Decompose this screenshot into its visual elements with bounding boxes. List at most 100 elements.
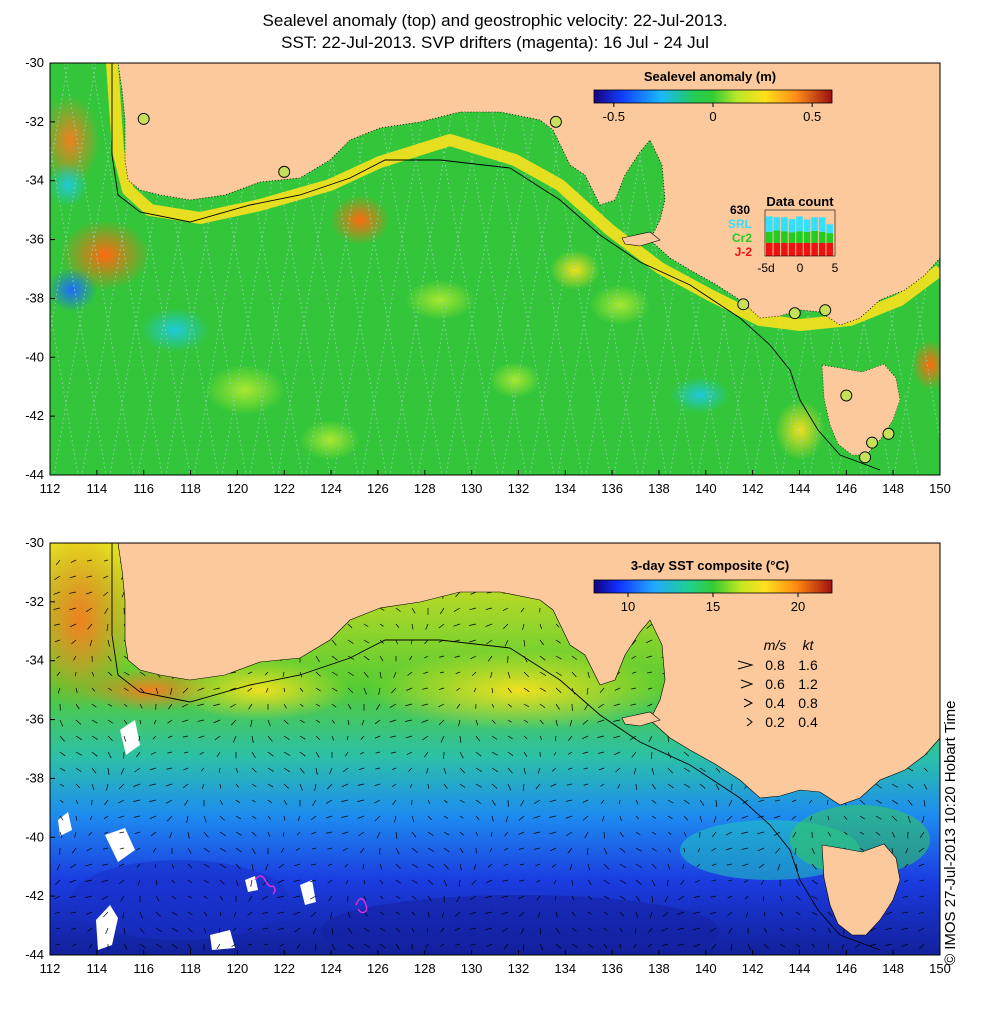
velocity-arrow [69, 607, 77, 611]
velocity-arrow [456, 703, 461, 709]
velocity-arrow [502, 927, 509, 933]
velocity-arrow [469, 607, 477, 611]
velocity-arrow [278, 863, 285, 869]
velocity-arrow [667, 799, 674, 804]
kangaroo-island [621, 231, 661, 247]
velocity-arrow [107, 671, 113, 676]
velocity-arrow [250, 879, 253, 887]
velocity-arrow [745, 895, 749, 900]
velocity-arrow [747, 943, 751, 951]
velocity-arrow [152, 847, 157, 853]
velocity-arrow [439, 671, 445, 674]
velocity-arrow [283, 799, 288, 806]
velocity-arrow [329, 767, 333, 775]
cloud-patch [120, 720, 140, 755]
velocity-arrow [475, 719, 479, 726]
velocity-arrow [72, 943, 77, 947]
velocity-arrow [491, 735, 498, 740]
velocity-arrow [507, 735, 513, 739]
sla-blob-positive [490, 362, 540, 398]
tasmania-land [821, 363, 901, 456]
velocity-arrow [394, 815, 397, 823]
velocity-arrow [677, 911, 685, 915]
velocity-arrow [811, 943, 815, 948]
velocity-arrow [919, 831, 925, 838]
velocity-arrow [617, 783, 621, 789]
sla-blob-positive [550, 250, 600, 290]
velocity-arrow [135, 847, 141, 851]
velocity-arrow [565, 831, 573, 837]
velocity-arrow [171, 863, 175, 869]
velocity-arrow [411, 847, 418, 853]
velocity-arrow [491, 751, 498, 756]
velocity-arrow [859, 799, 865, 805]
velocity-arrow [869, 943, 877, 947]
velocity-arrow [119, 847, 125, 850]
velocity-arrow [918, 847, 925, 853]
sst-warm-region [50, 543, 135, 710]
velocity-arrow [229, 703, 237, 708]
velocity-arrow [760, 879, 765, 886]
velocity-arrow [443, 863, 449, 870]
velocity-arrow [395, 639, 398, 645]
velocity-arrow [709, 927, 717, 932]
velocity-arrow [327, 879, 333, 884]
velocity-arrow [69, 591, 77, 594]
velocity-arrow [601, 815, 605, 822]
velocity-arrow [501, 911, 509, 915]
velocity-arrow [341, 831, 349, 835]
velocity-arrow [59, 783, 65, 787]
velocity-arrow [91, 767, 97, 774]
x-tick-label: 136 [601, 481, 623, 496]
tide-gauge-marker [549, 115, 562, 128]
velocity-arrow [169, 831, 173, 839]
velocity-arrow [293, 879, 301, 882]
velocity-arrow [491, 799, 496, 806]
velocity-legend-arrow [740, 679, 754, 689]
velocity-arrow [315, 719, 320, 723]
sst-colorbar-ticks: 10 15 20 [621, 593, 805, 614]
velocity-arrow [293, 911, 301, 915]
velocity-arrow [469, 895, 477, 901]
velocity-arrow [360, 751, 365, 755]
velocity-arrow [181, 703, 189, 708]
velocity-arrow [470, 591, 477, 595]
x-tick-label: 148 [882, 961, 904, 976]
velocity-arrow [182, 719, 189, 723]
y-tick-label: -32 [25, 594, 44, 609]
velocity-arrow [54, 911, 61, 914]
velocity-arrow [203, 879, 209, 884]
velocity-arrow [454, 911, 461, 917]
velocity-arrow [167, 735, 173, 738]
data-count-bar-srl [818, 217, 826, 232]
velocity-arrow [379, 911, 385, 915]
velocity-arrow [518, 815, 525, 821]
velocity-arrow [646, 623, 653, 629]
velocity-arrow [295, 847, 301, 851]
velocity-arrow [918, 927, 925, 932]
velocity-arrow [535, 783, 541, 790]
velocity-arrow [103, 815, 109, 820]
velocity-legend-kt: 1.2 [798, 676, 818, 692]
velocity-arrow [379, 863, 383, 870]
velocity-arrow [536, 895, 541, 901]
velocity-arrow [619, 895, 626, 900]
velocity-arrow [456, 895, 461, 903]
velocity-arrow [363, 671, 369, 678]
velocity-arrow [267, 719, 271, 727]
velocity-arrow [107, 735, 113, 741]
y-tick-label: -30 [25, 535, 44, 550]
velocity-arrow [197, 703, 205, 707]
y-tick-label: -36 [25, 712, 44, 727]
velocity-arrow [711, 831, 717, 838]
velocity-arrow [587, 911, 592, 915]
x-tick-label: 132 [508, 961, 530, 976]
velocity-arrow [699, 799, 705, 806]
data-count-bar-cr2 [796, 231, 803, 243]
velocity-arrow [443, 815, 449, 819]
velocity-arrow [507, 671, 511, 679]
velocity-arrow [374, 735, 381, 739]
satellite-label: SRL [728, 217, 752, 231]
sla-blob-positive [50, 95, 100, 185]
